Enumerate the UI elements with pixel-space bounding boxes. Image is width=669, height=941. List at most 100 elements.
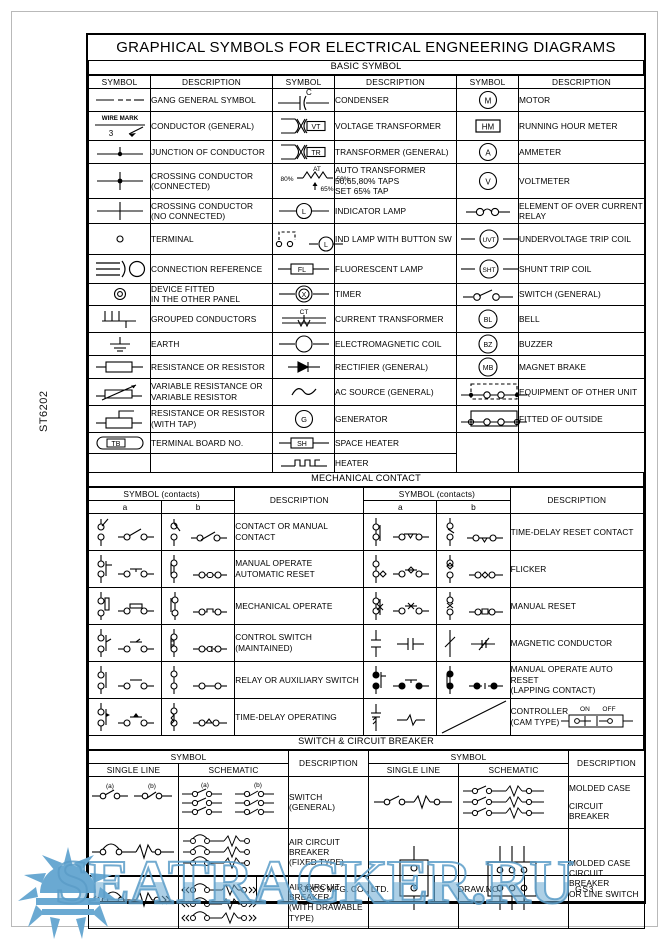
- svg-text:MB: MB: [482, 365, 493, 372]
- desc-conductor-general: CONDUCTOR (GENERAL): [150, 111, 273, 141]
- desc-crossing-conductor-connected: CROSSING CONDUCTOR (CONNECTED): [150, 163, 273, 199]
- symbol-mechanical-operate-b: [161, 586, 236, 625]
- desc-resistor-with-tap: RESISTANCE OR RESISTOR (WITH TAP): [150, 404, 273, 433]
- symbol-time-delay-operating-a: [87, 697, 163, 736]
- col-header-schematic-right: SCHEMATIC: [458, 762, 569, 777]
- desc-motor: MOTOR: [518, 88, 645, 112]
- page-title: GRAPHICAL SYMBOLS FOR ELECTRICAL ENGNEER…: [88, 35, 644, 61]
- section-band-mechanical: MECHANICAL CONTACT: [88, 472, 644, 487]
- drawing-sheet: GRAPHICAL SYMBOLS FOR ELECTRICAL ENGNEER…: [86, 33, 646, 929]
- desc-relay-or-auxiliary-switch: RELAY OR AUXILIARY SWITCH: [234, 660, 365, 699]
- desc-equipment-of-other-unit: EQUIPMENT OF OTHER UNIT: [518, 377, 645, 406]
- symbol-manual-operate-auto-reset-b: [436, 660, 511, 699]
- desc-transformer-general: TRANSFORMER (GENERAL): [334, 140, 457, 164]
- symbol-current-transformer: CT: [272, 304, 335, 333]
- desc-voltage-transformer: VOLTAGE TRANSFORMER: [334, 111, 457, 141]
- svg-text:BZ: BZ: [483, 342, 493, 349]
- symbol-electromagnetic-coil: [272, 331, 335, 356]
- symbol-grouped-conductors: [88, 304, 151, 333]
- svg-text:UVT: UVT: [483, 237, 496, 244]
- table-row: CONTROL SWITCH (MAINTAINED) MAGNETIC: [87, 623, 645, 662]
- svg-text:(b): (b): [148, 783, 156, 790]
- table-row: EARTH ELECTROMAGNETIC COIL BZ BUZZER: [88, 331, 645, 356]
- symbol-resistor-box: [88, 354, 151, 379]
- desc-earth: EARTH: [150, 331, 273, 356]
- symbol-timer: X: [272, 283, 335, 306]
- table-row: RESISTANCE OR RESISTOR (WITH TAP) G GENE…: [88, 404, 645, 433]
- svg-text:A: A: [485, 149, 491, 158]
- table-row: HEATER: [88, 452, 645, 473]
- svg-text:G: G: [301, 415, 307, 424]
- svg-text:65%: 65%: [320, 186, 333, 193]
- table-row: JUNCTION OF CONDUCTOR TR TRANSFORMER (GE…: [88, 140, 645, 164]
- table-row: CONTACT OR MANUAL CONTACT: [87, 512, 645, 551]
- symbol-rectifier-general: [272, 354, 335, 379]
- svg-text:X: X: [301, 292, 306, 299]
- table-row: CONNECTION REFERENCE FL FLUORESCENT LAMP…: [88, 254, 645, 284]
- symbol-undervoltage-trip-coil: UVT: [456, 223, 519, 255]
- symbol-ammeter: A: [456, 140, 519, 164]
- svg-text:OFF: OFF: [602, 706, 615, 713]
- desc-magnetic-conductor: MAGNETIC CONDUCTOR: [509, 623, 645, 662]
- symbol-terminal-board-tb: TB: [88, 431, 151, 454]
- symbol-time-delay-operating-b: [161, 697, 236, 736]
- symbol-switch-general-single: (a) (b): [88, 775, 179, 829]
- svg-text:SHT: SHT: [483, 267, 496, 274]
- desc-indicator-lamp: INDICATOR LAMP: [334, 198, 457, 224]
- col-header-description-right: DESCRIPTION: [509, 486, 645, 514]
- desc-generator: GENERATOR: [334, 404, 457, 433]
- symbol-indicator-lamp: L: [272, 198, 335, 224]
- symbol-wire-mark-arrow: WIRE MARK 3: [88, 111, 151, 141]
- symbol-mechanical-operate-a: [87, 586, 163, 625]
- svg-text:TB: TB: [111, 441, 120, 448]
- desc-mechanical-operate: MECHANICAL OPERATE: [234, 586, 365, 625]
- desc-electromagnetic-coil: ELECTROMAGNETIC COIL: [334, 331, 457, 356]
- desc-current-transformer: CURRENT TRANSFORMER: [334, 304, 457, 333]
- col-header-symbol-2: SYMBOL: [272, 75, 335, 89]
- desc-control-switch-maintained: CONTROL SWITCH (MAINTAINED): [234, 623, 365, 662]
- svg-text:WIRE MARK: WIRE MARK: [101, 115, 138, 122]
- svg-text:SH: SH: [297, 441, 307, 448]
- desc-junction-of-conductor: JUNCTION OF CONDUCTOR: [150, 140, 273, 164]
- symbol-crossing-not-connected: [88, 198, 151, 224]
- desc-ammeter: AMMETER: [518, 140, 645, 164]
- table-row: MECHANICAL OPERATE: [87, 586, 645, 625]
- svg-text:VT: VT: [311, 124, 321, 131]
- sheet-side-code: ST6202: [38, 390, 50, 432]
- col-header-description-breaker-left: DESCRIPTION: [288, 749, 369, 777]
- desc-crossing-conductor-no-connected: CROSSING CONDUCTOR (NO CONNECTED): [150, 198, 273, 224]
- symbol-generator: G: [272, 404, 335, 433]
- svg-text:(b): (b): [254, 782, 262, 789]
- desc-resistance-or-resistor: RESISTANCE OR RESISTOR: [150, 354, 273, 379]
- symbol-space-heater: SH: [272, 431, 335, 454]
- symbol-motor: M: [456, 88, 519, 112]
- table-header-row: SYMBOL DESCRIPTION SYMBOL DESCRIPTION: [88, 749, 645, 777]
- desc-element-of-over-current-relay: ELEMENT OF OVER CURRENT RELAY: [518, 198, 645, 224]
- desc-voltmeter: VOLTMETER: [518, 163, 645, 199]
- svg-text:M: M: [484, 97, 491, 106]
- table-row: CROSSING CONDUCTOR (NO CONNECTED) L INDI…: [88, 198, 645, 224]
- table-row: VARIABLE RESISTANCE OR VARIABLE RESISTOR…: [88, 377, 645, 406]
- table-header-row: SYMBOL DESCRIPTION SYMBOL DESCRIPTION SY…: [88, 75, 645, 89]
- col-header-description-breaker-right: DESCRIPTION: [568, 749, 645, 777]
- symbol-over-current-relay-element: [456, 198, 519, 224]
- symbol-manual-operate-b: [161, 549, 236, 588]
- col-header-contact-b-left: b: [161, 499, 236, 514]
- symbol-crossing-connected: [88, 163, 151, 199]
- col-header-single-line-right: SINGLE LINE: [368, 762, 459, 777]
- desc-flicker: FLICKER: [509, 549, 645, 588]
- symbol-mccb-schematic: [458, 775, 569, 829]
- symbol-bell: BL: [456, 304, 519, 333]
- symbol-dashed-gang-line: [88, 88, 151, 112]
- symbol-contact-manual-b: [161, 512, 236, 551]
- desc-timer: TIMER: [334, 283, 457, 306]
- col-header-contact-a-right: a: [363, 499, 438, 514]
- symbol-fitted-of-outside: [456, 404, 527, 433]
- desc-controller-cam-type: CONTROLLER (CAM TYPE) ON OFF: [509, 697, 645, 736]
- symbol-voltmeter: V: [456, 163, 519, 199]
- symbol-time-delay-reset-a: [363, 512, 438, 551]
- symbol-control-switch-a: [87, 623, 163, 662]
- col-header-description-2: DESCRIPTION: [334, 75, 457, 89]
- table-row: DEVICE FITTED IN THE OTHER PANEL X TIMER…: [88, 283, 645, 306]
- svg-text:AT: AT: [313, 166, 321, 173]
